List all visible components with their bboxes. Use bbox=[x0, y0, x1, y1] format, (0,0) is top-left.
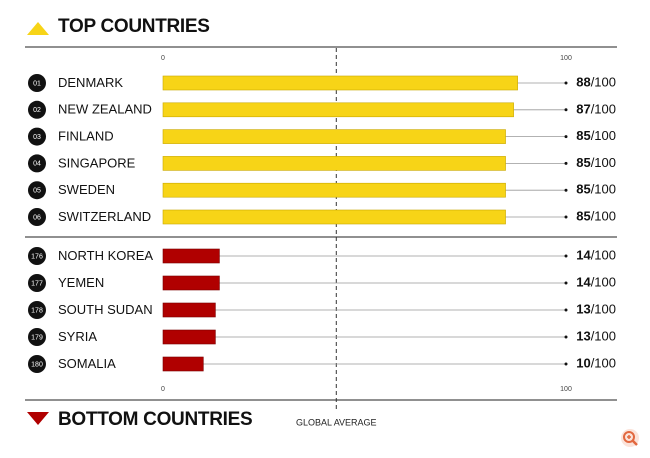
value-scale: /100 bbox=[591, 155, 616, 170]
bottom-title: BOTTOM COUNTRIES bbox=[58, 409, 252, 430]
category-label: SOUTH SUDAN bbox=[58, 302, 153, 317]
track-end bbox=[564, 188, 568, 192]
track-end bbox=[564, 108, 568, 112]
value-scale: /100 bbox=[591, 275, 616, 290]
rank-badge bbox=[28, 181, 46, 200]
bar bbox=[162, 129, 506, 144]
track-end bbox=[564, 81, 568, 85]
value-scale: /100 bbox=[591, 102, 616, 117]
bar bbox=[162, 156, 506, 171]
bar bbox=[162, 102, 514, 118]
value-scale: /100 bbox=[591, 209, 616, 224]
value-label: 88/100 bbox=[576, 75, 616, 90]
rank-label: 03 bbox=[33, 134, 41, 141]
rank-badge bbox=[28, 247, 46, 265]
category-label: SYRIA bbox=[58, 329, 97, 344]
value-scale: /100 bbox=[591, 129, 616, 144]
value-scale: /100 bbox=[591, 302, 616, 317]
x-tick-label: 0 bbox=[161, 386, 165, 393]
rank-badge bbox=[28, 274, 46, 292]
category-label: SWEDEN bbox=[58, 182, 115, 197]
bar bbox=[162, 248, 220, 264]
value-number: 85 bbox=[576, 182, 590, 197]
down-triangle bbox=[27, 412, 49, 425]
value-number: 14 bbox=[576, 275, 591, 290]
value-number: 13 bbox=[576, 329, 590, 344]
track-end bbox=[564, 254, 568, 258]
value-scale: /100 bbox=[591, 75, 616, 90]
category-label: NORTH KOREA bbox=[58, 248, 153, 263]
rank-label: 180 bbox=[31, 361, 43, 368]
reference-label: GLOBAL AVERAGE bbox=[296, 417, 377, 427]
category-label: NEW ZEALAND bbox=[58, 102, 152, 117]
value-number: 14 bbox=[576, 248, 591, 263]
rank-label: 178 bbox=[31, 307, 43, 314]
track-end bbox=[564, 135, 568, 139]
value-number: 85 bbox=[576, 129, 590, 144]
bar bbox=[162, 356, 204, 372]
category-label: FINLAND bbox=[58, 129, 114, 144]
value-number: 88 bbox=[576, 75, 590, 90]
value-label: 13/100 bbox=[576, 302, 616, 317]
track-end bbox=[564, 215, 568, 219]
value-scale: /100 bbox=[591, 356, 616, 371]
bar bbox=[162, 75, 518, 91]
track-end bbox=[564, 281, 568, 285]
rank-label: 02 bbox=[33, 107, 41, 114]
value-label: 10/100 bbox=[576, 356, 616, 371]
x-tick-label: 100 bbox=[560, 386, 572, 393]
rank-badge bbox=[28, 100, 46, 119]
top-title: TOP COUNTRIES bbox=[58, 16, 210, 37]
track-end bbox=[564, 362, 568, 366]
value-label: 85/100 bbox=[576, 182, 616, 197]
value-number: 87 bbox=[576, 102, 590, 117]
value-number: 10 bbox=[576, 356, 590, 371]
category-label: SOMALIA bbox=[58, 356, 116, 371]
track-end bbox=[564, 161, 568, 165]
value-scale: /100 bbox=[591, 248, 616, 263]
category-label: DENMARK bbox=[58, 75, 123, 90]
value-label: 14/100 bbox=[576, 248, 616, 263]
bar bbox=[162, 329, 216, 345]
track-end bbox=[564, 335, 568, 339]
rank-badge bbox=[28, 74, 46, 92]
value-label: 14/100 bbox=[576, 275, 616, 290]
value-label: 13/100 bbox=[576, 329, 616, 344]
rank-badge bbox=[28, 154, 46, 173]
rank-label: 179 bbox=[31, 334, 43, 341]
value-number: 85 bbox=[576, 155, 590, 170]
rank-label: 05 bbox=[33, 188, 41, 195]
rank-badge bbox=[28, 301, 46, 319]
value-label: 85/100 bbox=[576, 209, 616, 224]
track-end bbox=[564, 308, 568, 312]
value-scale: /100 bbox=[591, 329, 616, 344]
rank-label: 176 bbox=[31, 253, 43, 260]
value-label: 87/100 bbox=[576, 102, 616, 117]
zoom-icon[interactable] bbox=[621, 429, 639, 447]
rank-badge bbox=[28, 355, 46, 373]
bar bbox=[162, 182, 506, 198]
x-tick-label: 100 bbox=[560, 55, 572, 62]
rank-badge bbox=[28, 208, 46, 226]
rank-label: 177 bbox=[31, 280, 43, 287]
x-tick-label: 0 bbox=[161, 55, 165, 62]
bar bbox=[162, 275, 220, 291]
value-number: 85 bbox=[576, 209, 590, 224]
bar bbox=[162, 302, 216, 318]
category-label: SINGAPORE bbox=[58, 155, 136, 170]
up-triangle bbox=[27, 22, 49, 35]
value-label: 85/100 bbox=[576, 155, 616, 170]
category-label: SWITZERLAND bbox=[58, 209, 151, 224]
rank-badge bbox=[28, 328, 46, 346]
bar bbox=[162, 209, 506, 225]
value-number: 13 bbox=[576, 302, 590, 317]
category-label: YEMEN bbox=[58, 275, 104, 290]
rank-badge bbox=[28, 127, 46, 146]
rank-label: 06 bbox=[33, 214, 41, 221]
rank-label: 01 bbox=[33, 80, 41, 87]
value-label: 85/100 bbox=[576, 129, 616, 144]
rank-label: 04 bbox=[33, 161, 41, 168]
value-scale: /100 bbox=[591, 182, 616, 197]
